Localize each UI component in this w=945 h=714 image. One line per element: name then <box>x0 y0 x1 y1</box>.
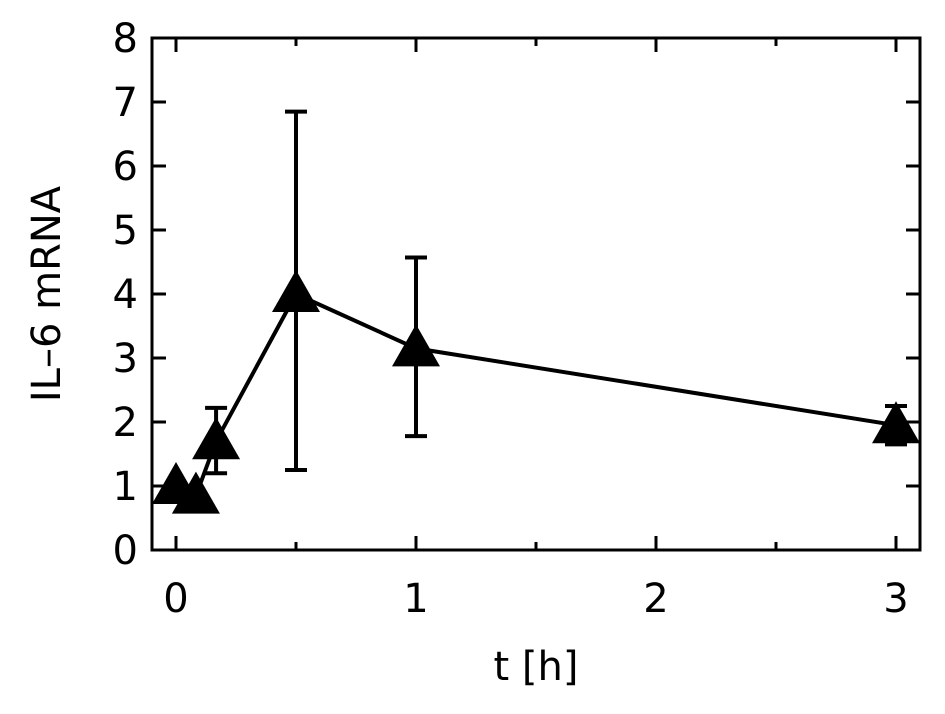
x-axis-label: t [h] <box>494 644 579 690</box>
x-tick-label: 2 <box>643 576 668 622</box>
y-tick-label: 3 <box>113 336 138 382</box>
triangle-marker <box>872 401 920 444</box>
triangle-marker <box>392 324 440 367</box>
y-tick-label: 7 <box>113 80 138 126</box>
axis-ticks <box>152 36 920 552</box>
triangle-marker <box>272 270 320 312</box>
y-tick-label: 2 <box>113 400 138 446</box>
x-tick-label: 0 <box>163 576 188 622</box>
y-tick-label: 8 <box>113 16 138 62</box>
axis-tick-labels: 0 1 2 3 4 5 6 7 8 0 1 2 3 <box>113 16 909 622</box>
plot-frame <box>150 36 922 552</box>
y-tick-label: 0 <box>113 528 138 574</box>
y-tick-label: 6 <box>113 144 138 190</box>
x-tick-label: 3 <box>883 576 908 622</box>
y-tick-label: 5 <box>113 208 138 254</box>
data-markers <box>152 270 920 514</box>
x-tick-label: 1 <box>403 576 428 622</box>
triangle-marker <box>171 471 220 514</box>
series-line <box>175 291 897 499</box>
error-bars <box>205 109 907 476</box>
y-tick-label: 4 <box>113 272 138 318</box>
triangle-marker <box>192 417 241 460</box>
y-tick-label: 1 <box>113 464 138 510</box>
y-axis-label: IL–6 mRNA <box>24 185 70 402</box>
